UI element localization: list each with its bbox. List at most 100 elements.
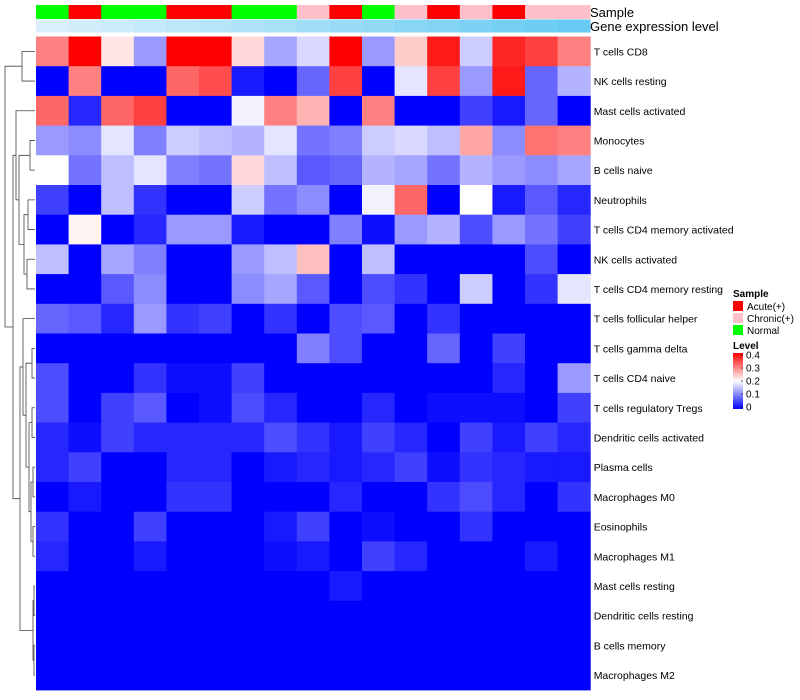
heatmap-cell [492,125,526,156]
sample-legend-label: Acute(+) [747,302,785,313]
heatmap-cell [557,600,591,631]
heatmap-cell [394,422,428,453]
track-label-expression: Gene expression level [590,19,719,34]
expression-annotation-cell [199,19,232,33]
heatmap-cell [36,363,70,394]
heatmap-cell [68,274,102,305]
heatmap-cell [231,155,265,186]
heatmap-cell [133,511,167,542]
heatmap-cell [329,185,363,216]
heatmap-cell [264,482,298,513]
heatmap-cell [36,95,70,127]
heatmap-cell [101,392,135,424]
heatmap-cell [231,214,265,245]
row-label: NK cells activated [594,254,678,266]
heatmap-cell [394,274,428,305]
heatmap-cell [492,303,526,334]
heatmap-cell [264,125,298,156]
row-label: Macrophages M1 [594,551,675,563]
heatmap-cell [362,452,396,483]
heatmap-cell [264,274,298,305]
heatmap-cell [394,214,428,245]
expression-annotation-cell [68,19,102,33]
heatmap-cell [133,214,167,245]
heatmap-cell [36,422,70,453]
heatmap-cell [199,185,233,216]
heatmap-cell [199,333,233,364]
heatmap-cell [525,185,559,216]
sample-annotation-cell [362,5,395,19]
heatmap-cell [362,392,396,424]
heatmap-cell [36,303,70,334]
heatmap-cell [296,571,330,602]
heatmap-cell [231,422,265,453]
heatmap-cell [231,511,265,542]
heatmap-cell [329,392,363,424]
heatmap-cell [133,95,167,127]
heatmap-cell [264,422,298,453]
heatmap-cell [557,125,591,156]
heatmap-cell [557,155,591,186]
heatmap-cell [492,571,526,602]
heatmap-cell [36,274,70,305]
heatmap-cell [459,363,493,394]
heatmap-cell [166,36,200,67]
heatmap-cell [101,125,135,156]
heatmap-cell [68,363,102,394]
heatmap-cell [557,660,591,691]
heatmap-cell [68,660,102,691]
sample-annotation-cell [329,5,363,19]
heatmap-cell [36,452,70,483]
heatmap-cell [101,660,135,691]
heatmap-cell [199,155,233,186]
heatmap-cell [133,125,167,156]
heatmap-cell [36,630,70,661]
heatmap-cell [68,303,102,334]
heatmap-cell [68,600,102,631]
heatmap-cell [166,333,200,364]
heatmap-cell [264,303,298,334]
heatmap-cell [329,482,363,513]
heatmap-cell [231,571,265,602]
heatmap-cell [492,363,526,394]
heatmap-cell [199,66,233,97]
heatmap-cell [296,541,330,572]
expression-annotation-cell [362,19,395,33]
sample-annotation-cell [296,5,330,19]
sample-legend: Sample Acute(+)Chronic(+)Normal [733,289,794,337]
heatmap-cell [231,482,265,513]
heatmap-cell [557,392,591,424]
expression-annotation-cell [36,19,69,33]
heatmap-cell [427,422,461,453]
heatmap-cell [36,214,70,245]
heatmap-cell [362,571,396,602]
dendrogram-branch [32,466,35,498]
heatmap-cell [557,630,591,661]
heatmap-cell [459,630,493,661]
heatmap-cell [296,452,330,483]
heatmap-cell [427,66,461,97]
heatmap-cell [101,363,135,394]
heatmap-cell [36,482,70,513]
heatmap-cell [231,95,265,127]
heatmap-cell [394,571,428,602]
heatmap-cell [492,214,526,245]
heatmap-cell [459,95,493,127]
expression-annotation-cell [394,19,428,33]
heatmap-cell [231,36,265,67]
heatmap-cell [492,422,526,453]
heatmap-cell [264,36,298,67]
heatmap-cell [101,155,135,186]
heatmap-cell [199,392,233,424]
row-label: Eosinophils [594,522,648,534]
row-dendrogram [4,50,35,676]
level-legend-label: 0 [746,403,752,414]
heatmap-cell [362,482,396,513]
heatmap-cell [459,571,493,602]
expression-annotation-cell [133,19,167,33]
sample-annotation-cell [264,5,298,19]
heatmap-cell [492,600,526,631]
heatmap-cell [296,600,330,631]
heatmap-cell [557,66,591,97]
row-label: Plasma cells [594,462,653,474]
